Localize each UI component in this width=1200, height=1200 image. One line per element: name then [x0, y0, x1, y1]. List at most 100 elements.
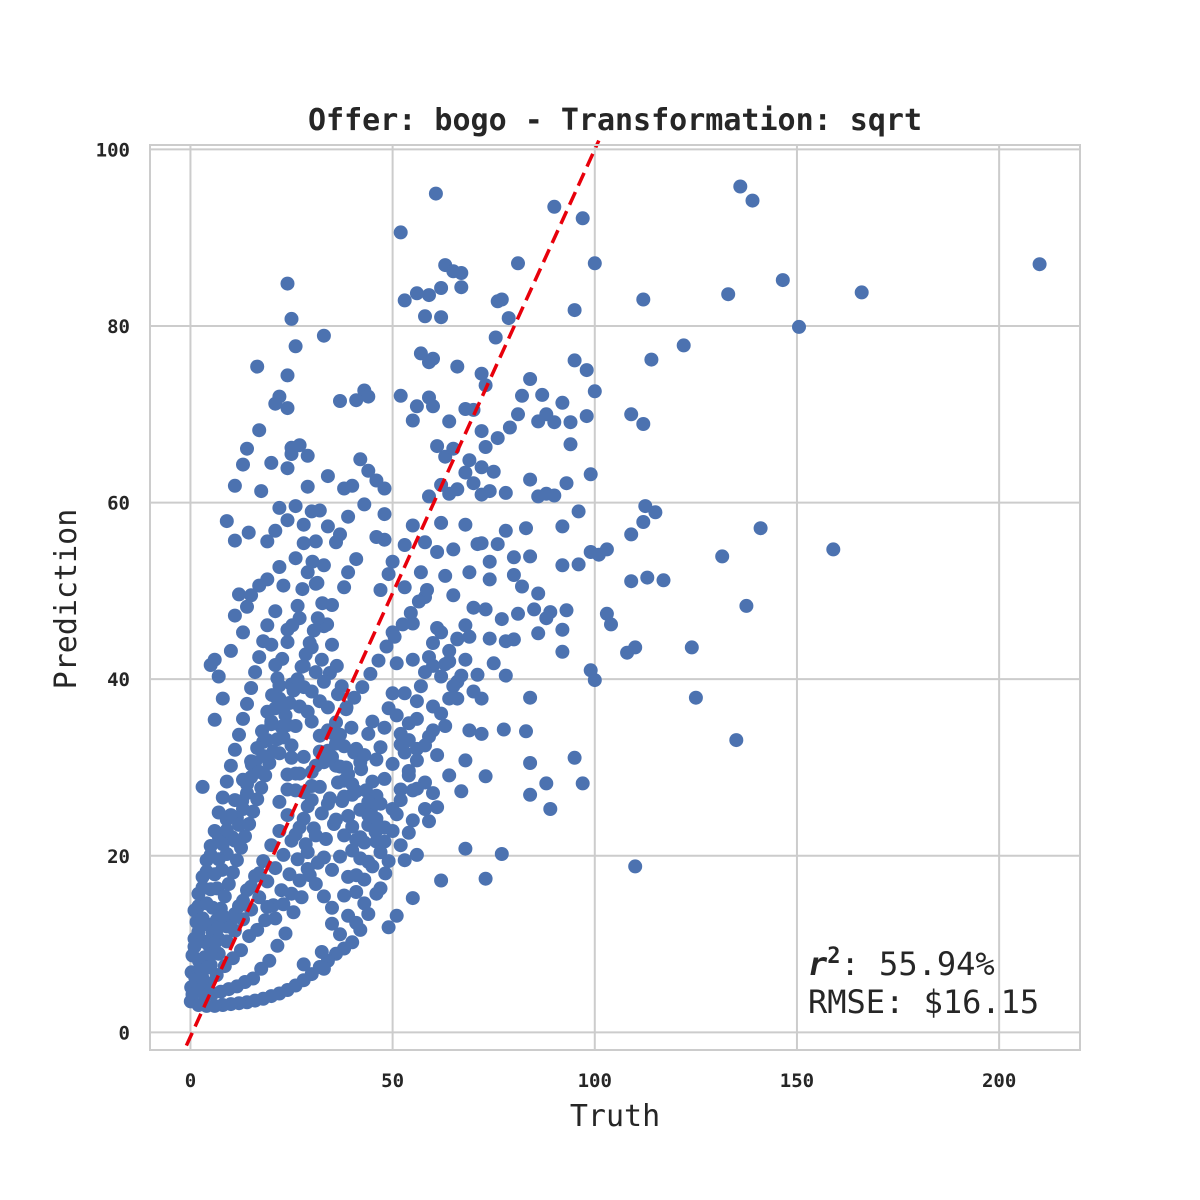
data-point: [369, 811, 384, 826]
data-point: [620, 645, 635, 660]
data-point: [300, 479, 315, 494]
data-point: [349, 784, 364, 799]
data-point: [430, 545, 445, 559]
data-point: [300, 565, 315, 580]
data-point: [353, 851, 368, 866]
data-point: [498, 668, 513, 683]
data-point: [624, 527, 639, 542]
data-point: [300, 448, 315, 463]
data-point: [519, 724, 533, 739]
data-point: [446, 588, 461, 603]
data-point: [284, 750, 299, 765]
data-point: [434, 310, 449, 325]
data-point: [268, 861, 283, 876]
data-point: [446, 679, 461, 694]
data-point: [745, 193, 760, 208]
data-point: [385, 554, 400, 569]
data-point: [434, 281, 449, 295]
data-point: [223, 808, 238, 823]
data-point: [288, 719, 303, 733]
data-point: [579, 363, 594, 378]
data-point: [474, 726, 489, 741]
data-point: [393, 782, 408, 797]
data-point: [248, 665, 263, 680]
data-point: [310, 611, 325, 626]
data-point: [775, 273, 790, 288]
data-point: [454, 280, 469, 295]
data-point: [280, 808, 295, 823]
data-point: [571, 504, 586, 519]
data-point: [405, 413, 420, 428]
data-point: [498, 485, 513, 500]
data-point: [482, 631, 497, 646]
data-point: [739, 598, 754, 613]
data-point: [227, 478, 242, 493]
data-point: [284, 833, 299, 848]
data-point: [215, 790, 230, 805]
data-point: [567, 353, 582, 368]
data-point: [329, 535, 343, 550]
data-point: [519, 521, 533, 536]
data-point: [244, 879, 259, 894]
data-point: [272, 746, 287, 761]
data-point: [345, 478, 360, 493]
data-point: [292, 766, 307, 781]
data-point: [409, 694, 424, 709]
x-tick-label: 200: [982, 1070, 1016, 1092]
data-point: [397, 745, 412, 760]
data-point: [405, 652, 420, 667]
data-point: [523, 372, 538, 386]
data-point: [409, 753, 424, 768]
data-point: [357, 497, 372, 512]
data-point: [292, 438, 307, 453]
data-point: [555, 644, 570, 659]
data-point: [254, 484, 269, 499]
data-point: [320, 796, 335, 811]
data-point: [438, 719, 453, 733]
data-point: [229, 853, 244, 868]
data-point: [418, 665, 432, 680]
data-point: [292, 820, 307, 835]
data-point: [221, 877, 236, 891]
data-point: [523, 756, 538, 770]
data-point: [385, 686, 400, 701]
data-point: [454, 668, 469, 683]
data-point: [232, 727, 246, 742]
data-point: [397, 853, 412, 868]
tick-labels: 0 50 100 150 200 0 20 40 60 80 100: [96, 139, 1017, 1092]
data-point: [280, 276, 295, 291]
data-point: [409, 711, 424, 726]
data-point: [478, 871, 493, 886]
data-point: [420, 583, 434, 597]
data-point: [543, 802, 558, 816]
data-point: [559, 476, 574, 491]
data-point: [470, 537, 485, 552]
data-point: [506, 568, 521, 582]
data-point: [265, 688, 280, 703]
y-axis-label: Prediction: [49, 509, 84, 690]
data-point: [250, 792, 265, 807]
data-point: [418, 309, 432, 324]
data-point: [349, 393, 364, 408]
data-point: [494, 612, 509, 627]
data-point: [337, 828, 352, 843]
data-point: [409, 286, 424, 301]
data-point: [191, 886, 206, 901]
data-point: [393, 388, 408, 403]
data-point: [377, 481, 392, 496]
data-point: [223, 758, 238, 773]
y-tick-label: 40: [107, 669, 130, 691]
data-point: [272, 678, 287, 693]
data-point: [315, 596, 330, 611]
data-point: [458, 618, 473, 633]
data-point: [575, 211, 590, 226]
data-point: [478, 769, 493, 784]
data-point: [587, 256, 602, 271]
data-point: [369, 752, 384, 767]
data-point: [355, 680, 370, 695]
data-point: [280, 513, 295, 528]
data-point: [428, 186, 443, 201]
data-point: [446, 542, 461, 557]
data-point: [378, 866, 393, 881]
data-point: [369, 530, 384, 544]
